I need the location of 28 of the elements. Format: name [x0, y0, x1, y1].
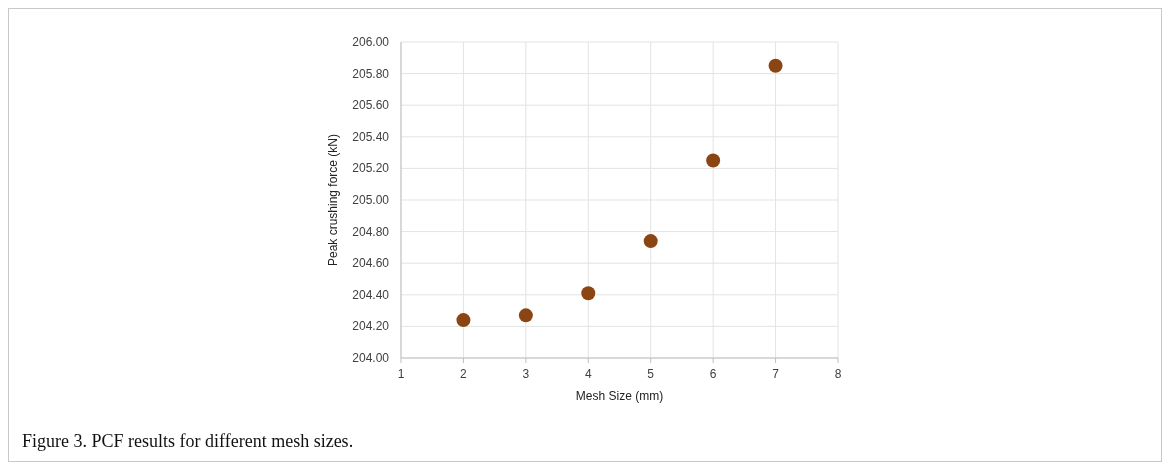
y-axis-title: Peak crushing force (kN)	[326, 133, 340, 267]
point	[518, 308, 533, 323]
y-tick-label: 204.20	[352, 319, 390, 334]
x-tick-label: 3	[522, 367, 530, 381]
y-tick-label: 206.00	[352, 35, 390, 49]
x-tick-label: 8	[834, 367, 842, 381]
x-tick-label: 2	[460, 367, 468, 381]
y-tick-label: 205.00	[352, 193, 390, 207]
y-tick-label: 204.80	[352, 224, 390, 239]
x-tick-label: 1	[397, 367, 405, 381]
point	[643, 234, 658, 249]
point	[768, 58, 783, 73]
y-tick-label: 205.20	[352, 161, 390, 176]
y-tick-label: 205.40	[352, 129, 390, 144]
point	[581, 286, 596, 301]
y-tick-label: 204.60	[352, 256, 390, 271]
x-tick-label: 5	[647, 367, 655, 381]
x-axis-title: Mesh Size (mm)	[575, 389, 664, 403]
x-tick-label: 4	[584, 367, 592, 381]
caption: Figure 3. PCF results for different mesh sizes.	[22, 431, 354, 451]
x-tick-label: 7	[772, 367, 780, 381]
point	[706, 153, 721, 168]
point	[456, 313, 471, 328]
y-tick-label: 205.60	[352, 98, 390, 113]
y-tick-label: 205.80	[352, 66, 390, 81]
y-tick-label: 204.40	[352, 287, 390, 302]
x-tick-label: 6	[709, 367, 717, 381]
y-tick-label: 204.00	[352, 351, 390, 365]
